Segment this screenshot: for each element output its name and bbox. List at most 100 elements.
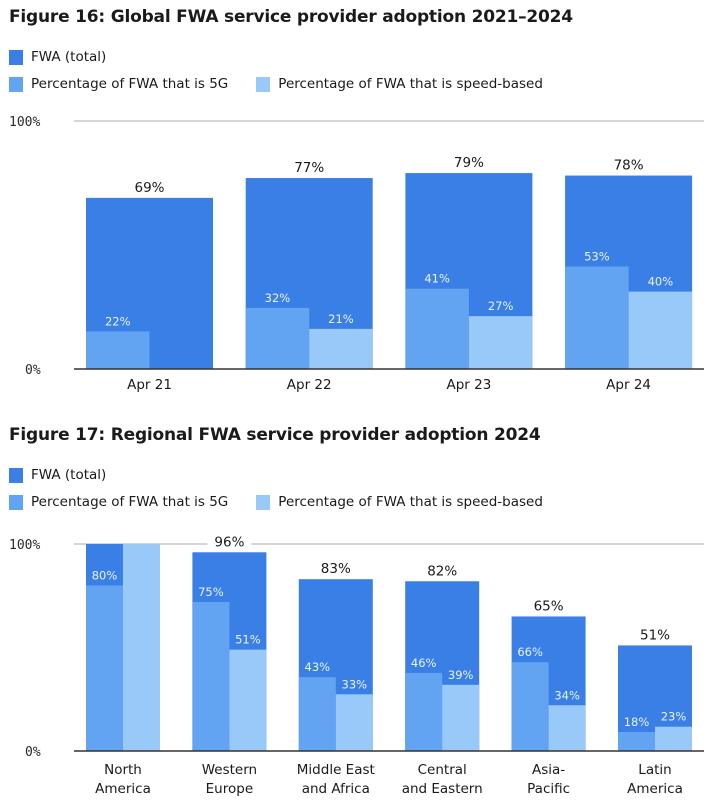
value-label-speed-based: 34% — [554, 688, 580, 702]
legend-label: Percentage of FWA that is 5G — [31, 494, 229, 510]
value-label-total: 78% — [614, 158, 644, 174]
bar-5g — [86, 331, 150, 369]
x-category-label: Apr 21 — [127, 377, 172, 393]
figure-17-chart: 100% 0% 80% North America 96% 75% 51% Western Eur… — [9, 532, 704, 797]
legend-item-speed-based: Percentage of FWA that is speed-based — [256, 494, 543, 510]
value-label-bg — [526, 596, 571, 614]
bar-5g — [86, 585, 123, 751]
value-label-total: 83% — [321, 561, 351, 577]
value-label-5g: 75% — [198, 585, 224, 599]
x-category-label: Apr 23 — [446, 377, 491, 393]
figure-16-chart: 100% 0% 69% 22% Apr 21 77% 32% 21% Apr 22 79% 41% 2… — [9, 115, 704, 393]
figure-17-legend-row-1: FWA (total) — [9, 467, 130, 483]
x-category-label: Central — [418, 762, 467, 778]
bar-speed-based — [628, 291, 693, 369]
value-label-bg — [633, 625, 677, 643]
value-label-bg — [127, 177, 172, 195]
legend-swatch-5g — [9, 76, 23, 92]
legend-swatch-5g — [9, 494, 23, 510]
value-label-5g: 80% — [92, 568, 118, 582]
x-category-label: Asia- — [532, 762, 565, 778]
value-label-total: 96% — [214, 534, 244, 550]
figure-17-legend-row-2: Percentage of FWA that is 5G Percentage … — [9, 494, 567, 510]
value-label-5g: 32% — [265, 291, 291, 305]
x-category-label: Western — [202, 762, 257, 778]
value-label-5g: 41% — [424, 272, 450, 286]
legend-label: FWA (total) — [31, 49, 107, 65]
legend-label: Percentage of FWA that is 5G — [31, 76, 229, 92]
value-label-bg — [420, 561, 465, 579]
bar-5g — [618, 731, 655, 751]
bar-5g — [565, 266, 629, 369]
value-label-speed-based: 23% — [661, 710, 687, 724]
bar-speed-based — [468, 316, 533, 369]
x-category-label: Latin — [638, 762, 671, 778]
y-tick-label-0: 0% — [25, 745, 41, 760]
legend-item-fwa-total: FWA (total) — [9, 49, 106, 65]
bar-speed-based — [229, 649, 267, 751]
value-label-bg — [207, 532, 252, 550]
figure-17-title: Figure 17: Regional FWA service provider… — [9, 425, 541, 445]
value-label-speed-based: 33% — [342, 677, 368, 691]
y-tick-label-100: 100% — [9, 538, 40, 553]
legend-item-5g: Percentage of FWA that is 5G — [9, 76, 228, 92]
x-category-label: Europe — [206, 781, 253, 797]
x-category-label: America — [95, 781, 151, 797]
bar-5g — [511, 662, 549, 751]
value-label-5g: 53% — [584, 249, 610, 263]
x-category-label: North — [104, 762, 142, 778]
value-label-total: 69% — [134, 180, 164, 196]
bar-speed-based — [655, 726, 692, 751]
value-label-speed-based: 40% — [648, 275, 674, 289]
x-category-label: and Eastern — [402, 781, 483, 797]
x-category-label: Apr 24 — [606, 377, 651, 393]
figure-16-title: Figure 16: Global FWA service provider a… — [9, 7, 573, 27]
x-category-label: Middle East — [297, 762, 375, 778]
legend-item-speed-based: Percentage of FWA that is speed-based — [256, 76, 543, 92]
x-category-label: America — [627, 781, 683, 797]
legend-swatch-speed — [256, 76, 271, 92]
value-label-5g: 46% — [411, 656, 437, 670]
y-tick-label-0: 0% — [25, 363, 41, 378]
legend-swatch-speed — [256, 494, 271, 510]
y-tick-label-100: 100% — [9, 115, 40, 130]
legend-item-fwa-total: FWA (total) — [9, 467, 106, 483]
value-label-speed-based: 51% — [235, 633, 261, 647]
value-label-speed-based: 39% — [448, 668, 474, 682]
legend-swatch-total — [9, 467, 23, 483]
bar-5g — [405, 288, 469, 369]
value-label-total: 77% — [294, 160, 324, 176]
legend-item-5g: Percentage of FWA that is 5G — [9, 494, 228, 510]
value-label-speed-based: 27% — [488, 299, 514, 313]
figure-16-legend-row-1: FWA (total) — [9, 49, 130, 65]
figure-16-legend-row-2: Percentage of FWA that is 5G Percentage … — [9, 76, 567, 92]
value-label-speed-based: 21% — [328, 312, 354, 326]
legend-label: Percentage of FWA that is speed-based — [278, 76, 543, 92]
legend-label: FWA (total) — [31, 467, 107, 483]
bar-speed-based — [548, 705, 586, 751]
bar-5g — [245, 307, 310, 369]
value-label-total: 79% — [454, 155, 484, 171]
value-label-total: 82% — [427, 563, 457, 579]
value-label-5g: 66% — [517, 645, 543, 659]
value-label-bg — [313, 559, 358, 577]
value-label-5g: 18% — [624, 715, 650, 729]
x-category-label: Pacific — [527, 781, 570, 797]
value-label-5g: 43% — [305, 660, 331, 674]
bar-speed-based — [442, 684, 480, 751]
bar-speed-based — [335, 694, 373, 751]
value-label-bg — [287, 158, 332, 176]
x-category-label: and Africa — [302, 781, 370, 797]
bar-5g — [192, 601, 230, 751]
bar-5g — [405, 672, 443, 751]
value-label-total: 65% — [534, 598, 564, 614]
value-label-bg — [606, 155, 651, 173]
legend-swatch-total — [9, 49, 23, 65]
value-label-bg — [446, 153, 491, 171]
value-label-total: 51% — [640, 627, 670, 643]
value-label-5g: 22% — [105, 314, 131, 328]
bar-5g — [298, 677, 336, 751]
bar-speed-based — [309, 328, 373, 369]
legend-label: Percentage of FWA that is speed-based — [278, 494, 543, 510]
bar-speed-based — [123, 544, 160, 751]
